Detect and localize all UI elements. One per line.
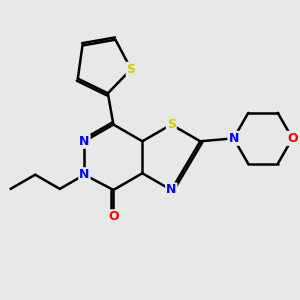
Text: O: O <box>108 210 119 223</box>
Text: N: N <box>228 132 239 145</box>
Text: N: N <box>79 135 90 148</box>
Text: S: S <box>167 118 176 131</box>
Text: N: N <box>79 168 90 181</box>
Text: N: N <box>166 184 176 196</box>
Text: S: S <box>127 63 136 76</box>
Text: O: O <box>287 132 298 145</box>
